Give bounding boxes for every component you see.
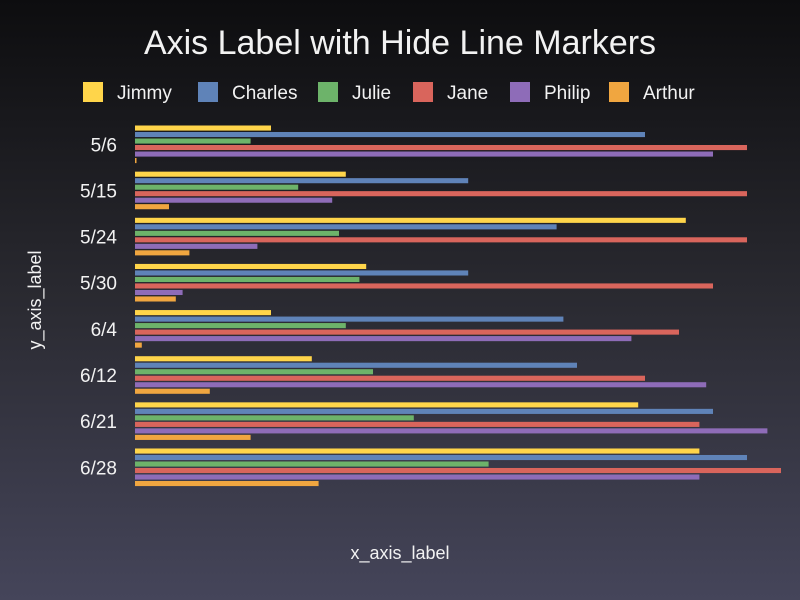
y-tick-label: 5/30 [80, 274, 117, 295]
legend-label-jane: Jane [447, 83, 488, 104]
bar-jimmy-6-28 [135, 448, 700, 454]
legend-label-arthur: Arthur [643, 83, 695, 104]
bar-jimmy-6-12 [135, 356, 312, 362]
bar-charles-6-12 [135, 362, 577, 368]
bar-jane-6-21 [135, 421, 700, 427]
bar-philip-6-12 [135, 382, 707, 388]
bar-arthur-5-15 [135, 204, 169, 210]
bar-arthur-5-24 [135, 250, 190, 256]
bar-jimmy-5-30 [135, 263, 367, 270]
bar-philip-5-24 [135, 243, 258, 249]
bar-philip-5-30 [135, 289, 183, 296]
bar-jimmy-6-4 [135, 310, 271, 316]
bar-julie-6-12 [135, 369, 373, 375]
bar-julie-5-30 [135, 276, 360, 283]
y-tick-label: 6/4 [91, 320, 118, 341]
bar-charles-5-15 [135, 178, 469, 184]
chart-title: Axis Label with Hide Line Markers [144, 24, 656, 62]
bar-jimmy-5-6 [135, 125, 271, 131]
bar-julie-5-15 [135, 184, 299, 190]
legend-label-julie: Julie [352, 83, 391, 104]
bar-julie-6-28 [135, 461, 489, 467]
bar-julie-6-21 [135, 415, 414, 421]
bar-charles-6-28 [135, 454, 747, 461]
y-tick-label: 6/21 [80, 412, 117, 433]
legend-swatch-julie [318, 82, 338, 102]
legend: Jimmy Charles Julie Jane Philip Arthur [83, 82, 695, 104]
bar-jimmy-5-15 [135, 171, 346, 177]
bar-julie-5-24 [135, 230, 339, 236]
y-tick-label: 6/12 [80, 366, 117, 387]
bar-philip-6-28 [135, 474, 700, 480]
plot-area [135, 125, 781, 487]
legend-swatch-jane [413, 82, 433, 102]
bar-arthur-6-28 [135, 480, 319, 487]
bar-jimmy-5-24 [135, 217, 686, 223]
bar-charles-5-30 [135, 270, 469, 276]
bar-julie-5-6 [135, 138, 251, 144]
y-axis-ticks: 5/6 5/15 5/24 5/30 6/4 6/12 6/21 6/28 [80, 135, 117, 479]
bar-charles-6-21 [135, 408, 713, 414]
legend-swatch-arthur [609, 82, 629, 102]
bar-jane-6-4 [135, 329, 679, 335]
bar-arthur-6-21 [135, 434, 251, 440]
bar-philip-6-21 [135, 428, 768, 434]
bar-jane-5-15 [135, 191, 747, 197]
legend-label-philip: Philip [544, 83, 590, 104]
y-axis-label: y_axis_label [25, 250, 46, 349]
bar-charles-5-6 [135, 132, 645, 138]
legend-label-jimmy: Jimmy [117, 83, 172, 104]
y-tick-label: 5/24 [80, 228, 117, 249]
legend-swatch-jimmy [83, 82, 103, 102]
legend-swatch-charles [198, 82, 218, 102]
y-tick-label: 6/28 [80, 458, 117, 479]
legend-label-charles: Charles [232, 83, 297, 104]
bar-jane-6-12 [135, 375, 645, 381]
bar-jane-5-24 [135, 237, 747, 243]
bar-philip-5-15 [135, 197, 333, 203]
y-tick-label: 5/6 [91, 135, 117, 156]
legend-swatch-philip [510, 82, 530, 102]
bar-arthur-6-4 [135, 342, 142, 348]
bar-jane-6-28 [135, 467, 781, 474]
bar-arthur-6-12 [135, 388, 210, 394]
bar-philip-6-4 [135, 336, 632, 342]
x-axis-label: x_axis_label [350, 543, 449, 564]
y-tick-label: 5/15 [80, 181, 117, 202]
bar-arthur-5-6 [135, 158, 137, 164]
bar-charles-6-4 [135, 316, 564, 322]
bar-jane-5-30 [135, 283, 713, 289]
bar-jane-5-6 [135, 145, 747, 151]
bar-julie-6-4 [135, 323, 346, 329]
bar-jimmy-6-21 [135, 402, 639, 408]
bar-philip-5-6 [135, 151, 713, 157]
bar-arthur-5-30 [135, 296, 176, 302]
bar-charles-5-24 [135, 224, 557, 230]
